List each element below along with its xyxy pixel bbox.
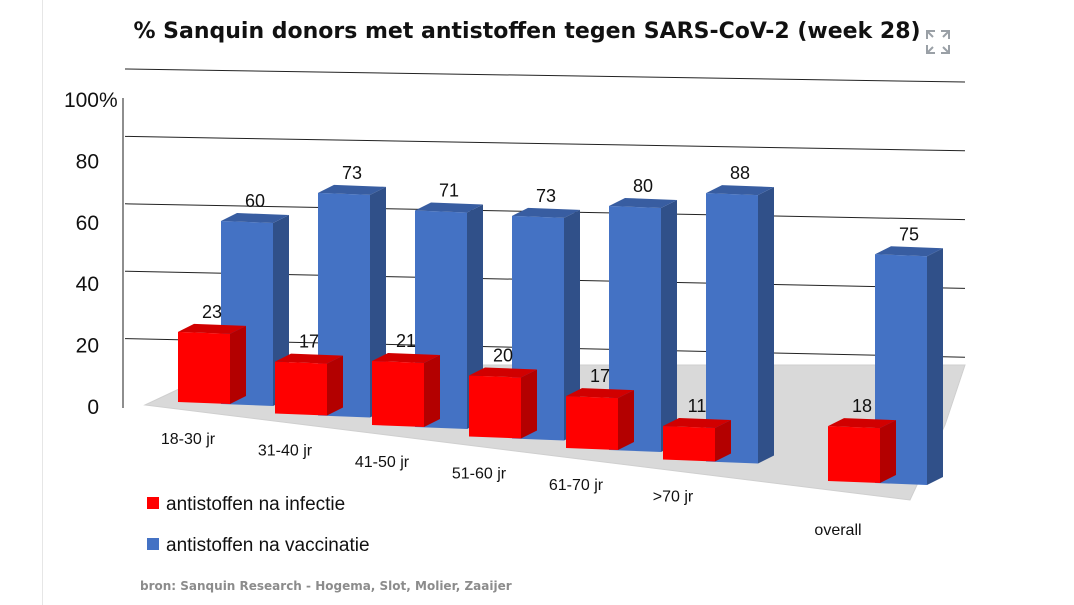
x-tick-label: 18-30 jr xyxy=(161,431,216,448)
y-tick-label: 100 xyxy=(64,89,99,112)
infection-bar-value-label: 21 xyxy=(396,331,416,351)
gridline xyxy=(229,137,966,152)
source-note: bron: Sanquin Research - Hogema, Slot, M… xyxy=(140,579,512,593)
y-tick-label: 40 xyxy=(76,273,99,296)
infection-bar-value-label: 17 xyxy=(299,332,319,352)
expand-icon[interactable] xyxy=(926,30,950,54)
infection-bar: 23 xyxy=(178,302,246,404)
vaccination-bar-side xyxy=(661,200,677,452)
vaccination-bar-front xyxy=(706,193,758,464)
gridline-diag xyxy=(124,135,231,139)
infection-bar-side xyxy=(715,419,731,462)
infection-bar-front xyxy=(828,426,880,483)
x-tick-label: 51-60 jr xyxy=(452,466,507,483)
infection-bar-side xyxy=(880,420,896,483)
y-unit-label: % xyxy=(99,89,118,112)
gridline-diag xyxy=(124,270,231,274)
infection-bar-side xyxy=(327,355,343,416)
legend-swatch-vaccination xyxy=(147,538,159,550)
page-divider xyxy=(42,0,43,605)
infection-bar-top xyxy=(372,352,440,363)
gridline xyxy=(229,70,966,83)
y-tick-label: 80 xyxy=(76,150,99,173)
infection-bar: 17 xyxy=(275,332,343,416)
infection-bar-front xyxy=(469,375,521,439)
vaccination-bar-value-label: 88 xyxy=(730,163,750,183)
vaccination-bar-side xyxy=(758,187,774,464)
infection-bar-value-label: 17 xyxy=(590,366,610,386)
vaccination-bar-value-label: 60 xyxy=(245,191,265,211)
legend-label-vaccination: antistoffen na vaccinatie xyxy=(166,535,370,556)
vaccination-bar-value-label: 71 xyxy=(439,180,459,200)
infection-bar-top xyxy=(828,418,896,429)
infection-bar-side xyxy=(424,354,440,427)
vaccination-bar-top xyxy=(512,207,580,218)
x-tick-label: overall xyxy=(814,522,861,539)
infection-bar-top xyxy=(663,417,731,428)
x-axis-ticks: 18-30 jr 31-40 jr 41-50 jr 51-60 jr 61-70 jr… xyxy=(161,431,862,539)
vaccination-bar: 80 xyxy=(609,176,677,452)
legend-item-infection: antistoffen na infectie xyxy=(147,494,345,515)
legend-label-infection: antistoffen na infectie xyxy=(166,494,345,515)
infection-bar: 21 xyxy=(372,331,440,427)
vaccination-bar-value-label: 73 xyxy=(342,163,362,183)
chart-title: % Sanquin donors met antistoffen tegen S… xyxy=(133,19,920,44)
vaccination-bar-side xyxy=(564,209,580,441)
x-tick-label: 41-50 jr xyxy=(355,454,410,471)
y-tick-label: 20 xyxy=(76,335,99,358)
infection-bar: 17 xyxy=(566,366,634,450)
x-tick-label: >70 jr xyxy=(653,489,694,506)
infection-bar-side xyxy=(230,325,246,404)
infection-bar: 20 xyxy=(469,346,537,439)
legend-item-vaccination: antistoffen na vaccinatie xyxy=(147,535,370,556)
vaccination-bar-value-label: 80 xyxy=(633,176,653,196)
vaccination-bar-value-label: 75 xyxy=(899,224,919,244)
gridline-diag xyxy=(124,68,231,72)
infection-bar-front xyxy=(663,425,715,462)
infection-bar-front xyxy=(372,360,424,427)
infection-bar-top xyxy=(469,367,537,378)
vaccination-bar-top xyxy=(706,185,774,196)
vaccination-bar-value-label: 73 xyxy=(536,186,556,206)
infection-bar: 18 xyxy=(828,396,896,483)
infection-bar-top xyxy=(566,388,634,399)
vaccination-bar-top xyxy=(609,198,677,208)
infection-bar-value-label: 20 xyxy=(493,346,513,366)
infection-bar-front xyxy=(275,361,327,416)
infection-bar-value-label: 11 xyxy=(688,396,707,416)
vaccination-bar-top xyxy=(415,202,483,213)
vaccination-bar-top xyxy=(318,184,386,195)
infection-bar-top xyxy=(275,353,343,364)
infection-bar-top xyxy=(178,323,246,334)
y-tick-label: 0 xyxy=(87,396,99,419)
vaccination-bar-top xyxy=(221,213,289,223)
y-axis-ticks: 0 20 40 60 80 100% xyxy=(64,89,118,419)
x-tick-label: 31-40 jr xyxy=(258,443,313,460)
infection-bar-side xyxy=(521,369,537,439)
vaccination-bar-top xyxy=(875,246,943,257)
infection-bar: 11 xyxy=(663,396,731,462)
infection-bars: 23 17 21 20 17 11 18 xyxy=(178,302,896,483)
infection-bar-value-label: 18 xyxy=(852,396,872,416)
infection-bar-side xyxy=(618,390,634,450)
infection-bar-value-label: 23 xyxy=(202,302,222,322)
legend: antistoffen na infectie antistoffen na v… xyxy=(147,494,370,556)
x-tick-label: 61-70 jr xyxy=(549,477,604,494)
vaccination-bar: 88 xyxy=(706,163,774,464)
gridline-diag xyxy=(124,203,231,207)
legend-swatch-infection xyxy=(147,497,159,509)
y-tick-label: 60 xyxy=(76,212,99,235)
vaccination-bar-side xyxy=(927,248,943,485)
plot-area: 0 20 40 60 80 100% 60 73 71 73 80 88 75 23 17 21 20 17 1… xyxy=(64,68,966,539)
infection-bar-front xyxy=(566,396,618,450)
infection-bar-front xyxy=(178,331,230,404)
